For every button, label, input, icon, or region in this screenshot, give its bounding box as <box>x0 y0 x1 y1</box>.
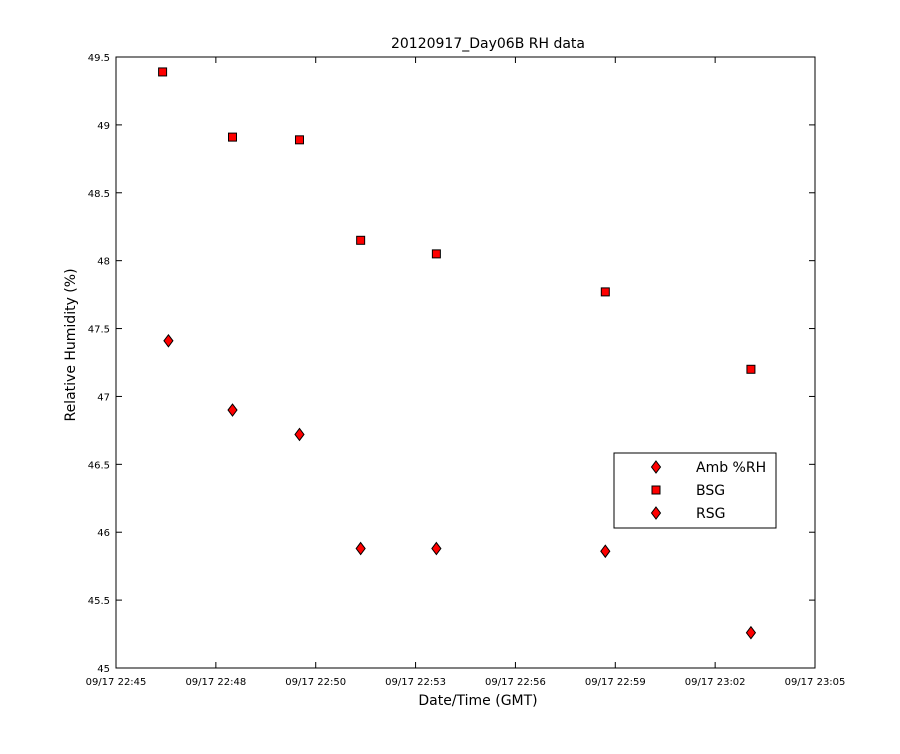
bsg-point <box>600 287 610 297</box>
y-tick-label: 47.5 <box>88 325 110 336</box>
x-axis: 09/17 22:45 09/17 22:48 09/17 22:50 09/17 2… <box>86 57 846 688</box>
bsg-point <box>356 235 366 245</box>
plot-area <box>115 56 816 669</box>
chart-title: 20120917_Day06B RH data <box>391 36 585 52</box>
rsg-point <box>600 544 611 559</box>
x-tick-label: 09/17 22:56 <box>485 677 546 688</box>
x-tick-label: 09/17 22:59 <box>585 677 646 688</box>
rsg-point <box>355 541 366 556</box>
y-tick-label: 49.5 <box>88 53 110 64</box>
x-axis-title: Date/Time (GMT) <box>418 693 537 709</box>
legend-marker-rsg <box>650 506 662 520</box>
legend-box <box>613 452 777 529</box>
legend: Amb %RH BSG RSG <box>613 452 777 529</box>
rsg-point <box>294 427 305 442</box>
x-tick-label: 09/17 22:48 <box>185 677 246 688</box>
y-tick-label: 46 <box>97 528 110 539</box>
y-axis: 45 45.5 46 46.5 47 47.5 48 48.5 49 49.5 <box>88 53 815 675</box>
x-tick-label: 09/17 22:50 <box>285 677 346 688</box>
legend-label-amb-rh: Amb %RH <box>696 460 766 476</box>
rsg-point <box>431 541 442 556</box>
bsg-point <box>158 67 168 77</box>
bsg-point <box>294 135 304 145</box>
y-axis-title: Relative Humidity (%) <box>63 268 79 421</box>
y-tick-label: 48.5 <box>88 189 110 200</box>
rsg-point <box>745 625 757 640</box>
x-tick-label: 09/17 23:02 <box>685 677 746 688</box>
legend-label-bsg: BSG <box>696 483 725 499</box>
data-marks <box>158 67 757 640</box>
bsg-point <box>746 364 756 374</box>
rsg-point <box>227 403 238 417</box>
legend-label-rsg: RSG <box>696 506 725 522</box>
x-tick-label: 09/17 22:53 <box>385 677 446 688</box>
y-tick-label: 45.5 <box>88 596 110 607</box>
y-tick-label: 47 <box>97 392 110 403</box>
legend-marker-bsg <box>651 485 661 495</box>
x-tick-label: 09/17 22:45 <box>86 677 147 688</box>
rsg-point <box>163 333 174 348</box>
bsg-point <box>228 132 237 142</box>
bsg-point <box>431 249 441 259</box>
x-tick-label: 09/17 23:05 <box>785 677 846 688</box>
legend-marker-amb-rh <box>650 460 662 474</box>
y-tick-label: 48 <box>97 257 110 268</box>
y-tick-label: 45 <box>97 664 110 675</box>
y-tick-label: 49 <box>97 121 110 132</box>
y-tick-label: 46.5 <box>88 460 110 471</box>
